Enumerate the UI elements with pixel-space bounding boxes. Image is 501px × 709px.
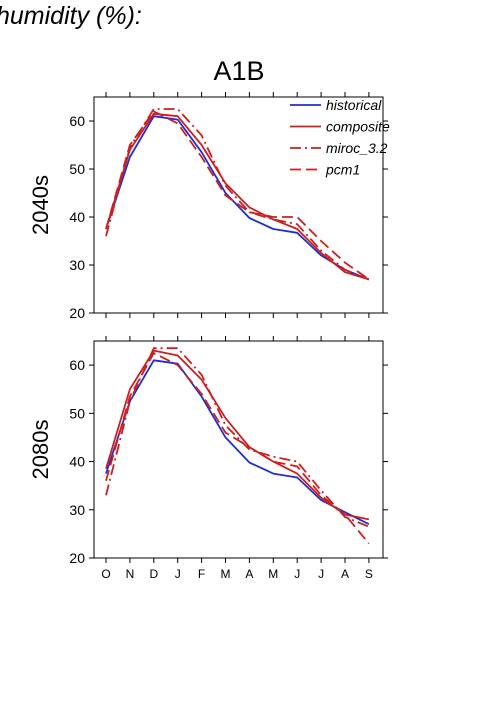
plot-frame-2080s [93,340,384,559]
legend-label-miroc_3.2: miroc_3.2 [326,140,388,156]
y-tick-label: 50 [69,405,85,421]
y-tick-label: 60 [69,357,85,373]
y-tick-label: 40 [69,454,85,470]
series-line-miroc_3.2-2040s [105,108,370,281]
panel-label-2080s: 2080s [28,420,53,480]
plot-frame-2040s [93,96,384,314]
series-line-pcm1-2080s [105,352,370,545]
panel-label-2040s: 2040s [28,175,53,235]
y-tick-label: 20 [69,550,85,566]
y-tick-label: 20 [69,305,85,321]
x-tick-label: D [149,567,158,581]
x-tick-label: J [294,567,300,581]
x-tick-label: J [175,567,181,581]
series-line-composite-2080s [105,349,370,521]
legend-label-historical: historical [326,97,382,113]
series-line-pcm1-2040s [105,110,370,281]
x-tick-label: O [101,567,110,581]
y-tick-label: 50 [69,161,85,177]
x-tick-label: S [365,567,373,581]
x-tick-label: A [341,567,349,581]
x-tick-label: M [221,567,231,581]
x-tick-label: J [318,567,324,581]
series-line-historical-2080s [105,359,370,526]
series-line-composite-2040s [105,112,370,281]
x-tick-label: M [268,567,278,581]
y-tick-label: 60 [69,113,85,129]
x-tick-label: N [126,567,135,581]
scenario-title: A1B [213,56,265,86]
legend-label-composite: composite [326,119,390,135]
chart-heading: humidity (%): [0,2,142,30]
x-tick-label: F [198,567,205,581]
series-line-historical-2040s [105,115,370,281]
y-tick-label: 30 [69,257,85,273]
y-tick-label: 40 [69,209,85,225]
legend-label-pcm1: pcm1 [325,162,360,178]
y-tick-label: 30 [69,502,85,518]
x-tick-label: A [245,567,253,581]
